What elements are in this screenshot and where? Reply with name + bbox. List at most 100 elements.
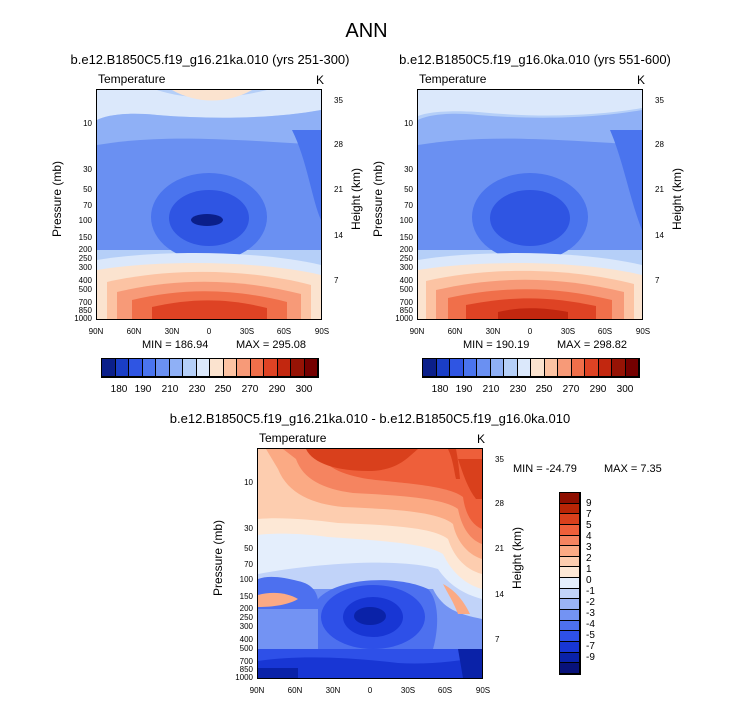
colorbar-label: 250 [535,384,553,395]
colorbar-swatch [531,359,545,377]
x-tick: 0 [206,327,212,336]
colorbar-swatch [183,359,197,377]
panel-2-min: MIN = 190.19 [463,339,530,351]
height-tick: 21 [334,185,343,194]
pressure-tick: 250 [78,254,92,263]
panel-2-max: MAX = 298.82 [557,339,628,351]
panel-3-ylabel-left: Pressure (mb) [211,520,225,597]
colorbar-label: 3 [586,542,592,553]
colorbar-swatch [560,631,580,642]
x-tick: 60N [447,327,463,336]
colorbar-label: 300 [616,384,634,395]
pressure-tick: 30 [244,524,253,533]
colorbar-swatch [463,359,477,377]
main-title: ANN [345,20,388,42]
pressure-tick: 500 [399,285,413,294]
pressure-tick: 150 [239,592,253,601]
colorbar-swatch [156,359,170,377]
pressure-tick: 700 [78,298,92,307]
x-tick: 90S [475,686,491,695]
x-tick: 60N [126,327,142,336]
colorbar-swatch [142,359,156,377]
pressure-tick: 300 [239,622,253,631]
colorbar-swatch [558,359,572,377]
colorbar-label: 180 [431,384,449,395]
colorbar-swatch [585,359,599,377]
colorbar-swatch [196,359,210,377]
colorbar-label: -2 [586,597,595,608]
pressure-tick: 30 [404,165,413,174]
panel-2-units: K [637,73,646,87]
x-tick: 60S [437,686,453,695]
x-tick: 30S [400,686,416,695]
colorbar-swatch [560,567,580,579]
height-tick: 35 [495,455,504,464]
height-tick: 35 [334,96,343,105]
panel-3-field-label: Temperature [259,431,327,445]
x-tick: 60S [597,327,613,336]
colorbar-swatch [223,359,237,377]
colorbar-swatch [560,556,580,568]
panel-3-contour [258,449,482,678]
colorbar-swatch [598,359,612,377]
colorbar-swatch [544,359,558,377]
colorbar-label: -1 [586,586,595,597]
colorbar-label: 210 [161,384,179,395]
pressure-tick: 250 [399,254,413,263]
colorbar-label: 230 [509,384,527,395]
pressure-tick: 1000 [235,673,253,682]
colorbar-label: 210 [482,384,500,395]
panel-1-units: K [316,73,325,87]
panel-2-ylabel-right: Height (km) [670,168,684,231]
x-tick: 30N [164,327,180,336]
colorbar-label: -3 [586,608,595,619]
height-tick: 14 [495,590,504,599]
pressure-tick: 1000 [74,314,92,323]
panel-1-max: MAX = 295.08 [236,339,307,351]
panel-1-title: b.e12.B1850C5.f19_g16.21ka.010 (yrs 251-… [70,52,350,67]
colorbar-swatch [560,546,580,557]
pressure-tick: 850 [78,306,92,315]
pressure-tick: 400 [399,276,413,285]
height-tick: 14 [655,231,664,240]
x-tick: 30S [560,327,576,336]
panel-3-title: b.e12.B1850C5.f19_g16.21ka.010 - b.e12.B… [169,411,571,426]
colorbar-label: 230 [188,384,206,395]
colorbar-swatch [102,359,116,377]
colorbar-swatch [612,359,626,377]
panel-1-contour [97,90,321,319]
colorbar-label: 9 [586,498,592,509]
colorbar-swatch [560,535,580,547]
colorbar-swatch [560,620,580,632]
pressure-tick: 200 [78,245,92,254]
colorbar-label: 270 [241,384,259,395]
colorbar-2 [422,358,640,378]
colorbar-label: 290 [589,384,607,395]
panel-3-max: MAX = 7.35 [604,463,662,475]
colorbar-swatch [560,610,580,621]
colorbar-label: 270 [562,384,580,395]
colorbar-swatch [115,359,129,377]
pressure-tick: 300 [399,263,413,272]
x-tick: 90S [635,327,651,336]
pressure-tick: 850 [239,665,253,674]
panel-1-ylabel-right: Height (km) [349,168,363,231]
colorbar-swatch [450,359,464,377]
colorbar-swatch [129,359,143,377]
pressure-tick: 10 [83,119,92,128]
pressure-tick: 500 [239,644,253,653]
height-tick: 7 [334,276,339,285]
pressure-tick: 50 [244,544,253,553]
colorbar-swatch [169,359,183,377]
panel-2-field-label: Temperature [419,72,487,86]
height-tick: 28 [334,140,343,149]
panel-2-ylabel-left: Pressure (mb) [371,161,385,238]
panel-2-plot [417,89,643,320]
pressure-tick: 50 [83,185,92,194]
colorbar-swatch [560,578,580,589]
x-tick: 0 [527,327,533,336]
colorbar-swatch [436,359,450,377]
pressure-tick: 10 [244,478,253,487]
panel-1-field-label: Temperature [98,72,166,86]
colorbar-label: 7 [586,509,592,520]
